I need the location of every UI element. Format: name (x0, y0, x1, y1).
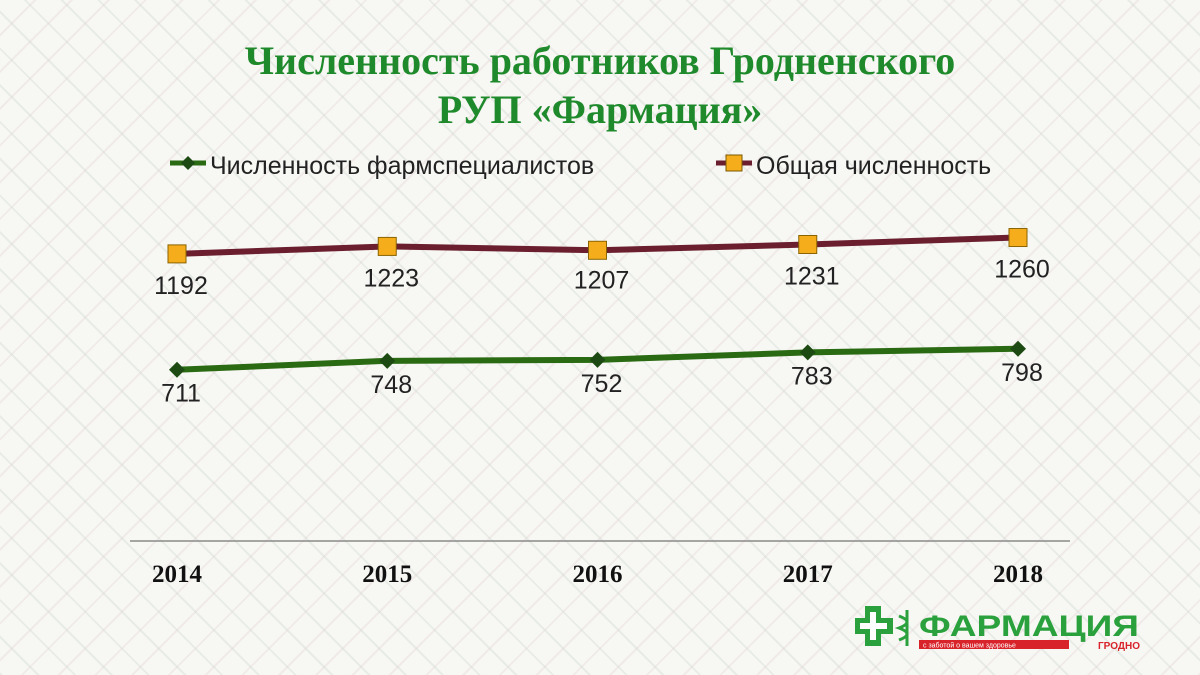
x-tick-label: 2018 (993, 561, 1043, 588)
caduceus-icon (894, 610, 909, 646)
legend-marker-specialists (181, 156, 195, 170)
pharmacy-logo: ФАРМАЦИЯ с заботой о вашем здоровье ГРОД… (855, 606, 1140, 652)
chart-legend: Численность фармспециалистов Общая числе… (170, 152, 991, 180)
data-label-total: 1207 (574, 266, 630, 294)
x-tick-label: 2016 (573, 561, 623, 588)
cross-icon (855, 606, 893, 646)
legend-marker-total (725, 154, 743, 172)
chart-title-line-1: Численность работников Гродненского (244, 38, 956, 83)
data-label-total: 1260 (994, 256, 1050, 284)
x-tick-label: 2017 (783, 561, 833, 588)
data-point-total (588, 240, 607, 260)
x-axis-tick-labels: 2014 2015 2016 2017 2018 (152, 561, 1043, 588)
data-label-specialists: 783 (791, 362, 833, 390)
logo-tagline-bar (919, 640, 1069, 649)
x-tick-label: 2014 (152, 561, 203, 588)
x-tick-label: 2015 (362, 561, 412, 588)
data-point-total (798, 234, 818, 254)
logo-wordmark: ФАРМАЦИЯ (919, 610, 1139, 643)
data-label-specialists: 752 (581, 370, 623, 398)
data-point-specialists (589, 351, 606, 368)
data-label-specialists: 798 (1001, 359, 1043, 387)
chart-title-line-2: РУП «Фармация» (437, 87, 763, 132)
data-label-total: 1192 (154, 272, 208, 300)
data-point-total (1008, 228, 1028, 248)
data-label-specialists: 711 (161, 380, 201, 408)
data-point-specialists (379, 352, 396, 369)
legend-label-specialists: Численность фармспециалистов (210, 152, 594, 180)
series-layer: 711 748 752 783 798 1192 1223 1207 1231 1260 (154, 228, 1050, 408)
data-point-specialists (799, 344, 816, 361)
legend-label-total: Общая численность (756, 152, 991, 180)
data-label-total: 1231 (784, 262, 840, 290)
data-point-total (167, 244, 187, 264)
logo-tagline: с заботой о вашем здоровье (923, 642, 1016, 650)
data-label-total: 1223 (363, 264, 419, 292)
data-point-specialists (169, 361, 185, 378)
data-point-specialists (1010, 340, 1026, 357)
data-point-total (377, 236, 397, 256)
chart-title: Численность работников Гродненского РУП … (0, 36, 1200, 134)
logo-city: ГРОДНО (1098, 641, 1140, 652)
data-label-specialists: 748 (370, 371, 412, 399)
